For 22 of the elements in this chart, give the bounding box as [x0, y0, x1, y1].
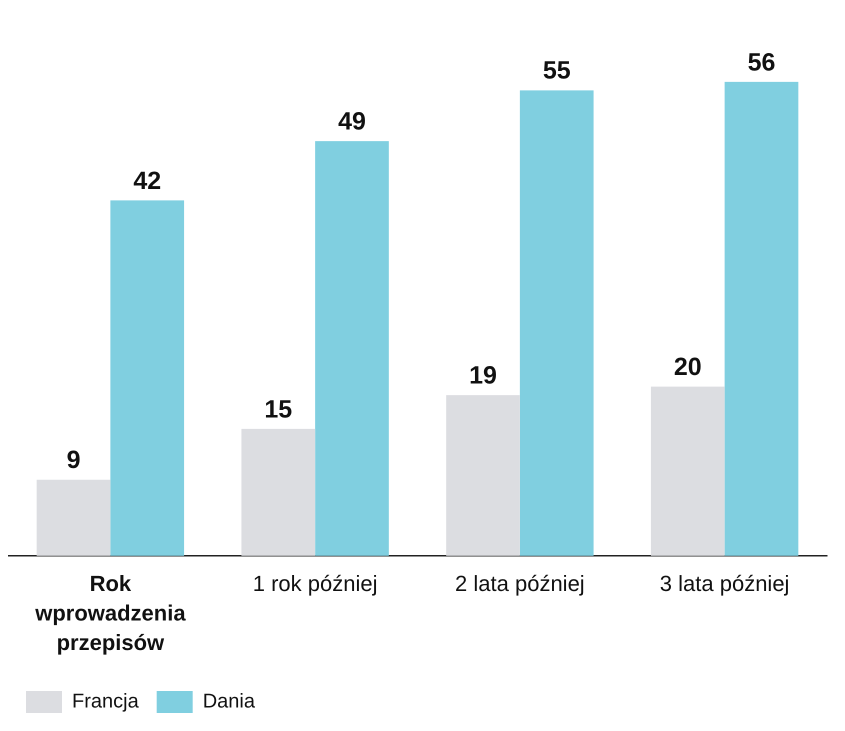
data-label: 20 [674, 352, 702, 381]
x-tick-label: 3 lata później [660, 570, 790, 596]
data-label: 42 [133, 166, 162, 195]
data-label: 56 [748, 48, 776, 76]
bar [110, 200, 184, 556]
legend-label: Dania [202, 690, 256, 713]
x-tick-label: Rok wprowadzenia przepisów [34, 570, 186, 656]
data-label: 19 [469, 361, 497, 390]
bar [36, 480, 110, 556]
data-label: 49 [338, 108, 366, 136]
bar [315, 141, 389, 556]
data-label: 15 [264, 395, 292, 424]
bar [724, 82, 798, 556]
x-tick-label: 2 lata później [455, 570, 585, 596]
bar [650, 386, 725, 556]
data-label: 55 [542, 56, 571, 85]
legend-label: Francja [72, 690, 140, 713]
data-label: 9 [66, 446, 80, 474]
bar [241, 428, 316, 556]
x-tick-label: 1 rok później [252, 570, 378, 596]
bar [446, 395, 520, 556]
bar [520, 90, 594, 556]
